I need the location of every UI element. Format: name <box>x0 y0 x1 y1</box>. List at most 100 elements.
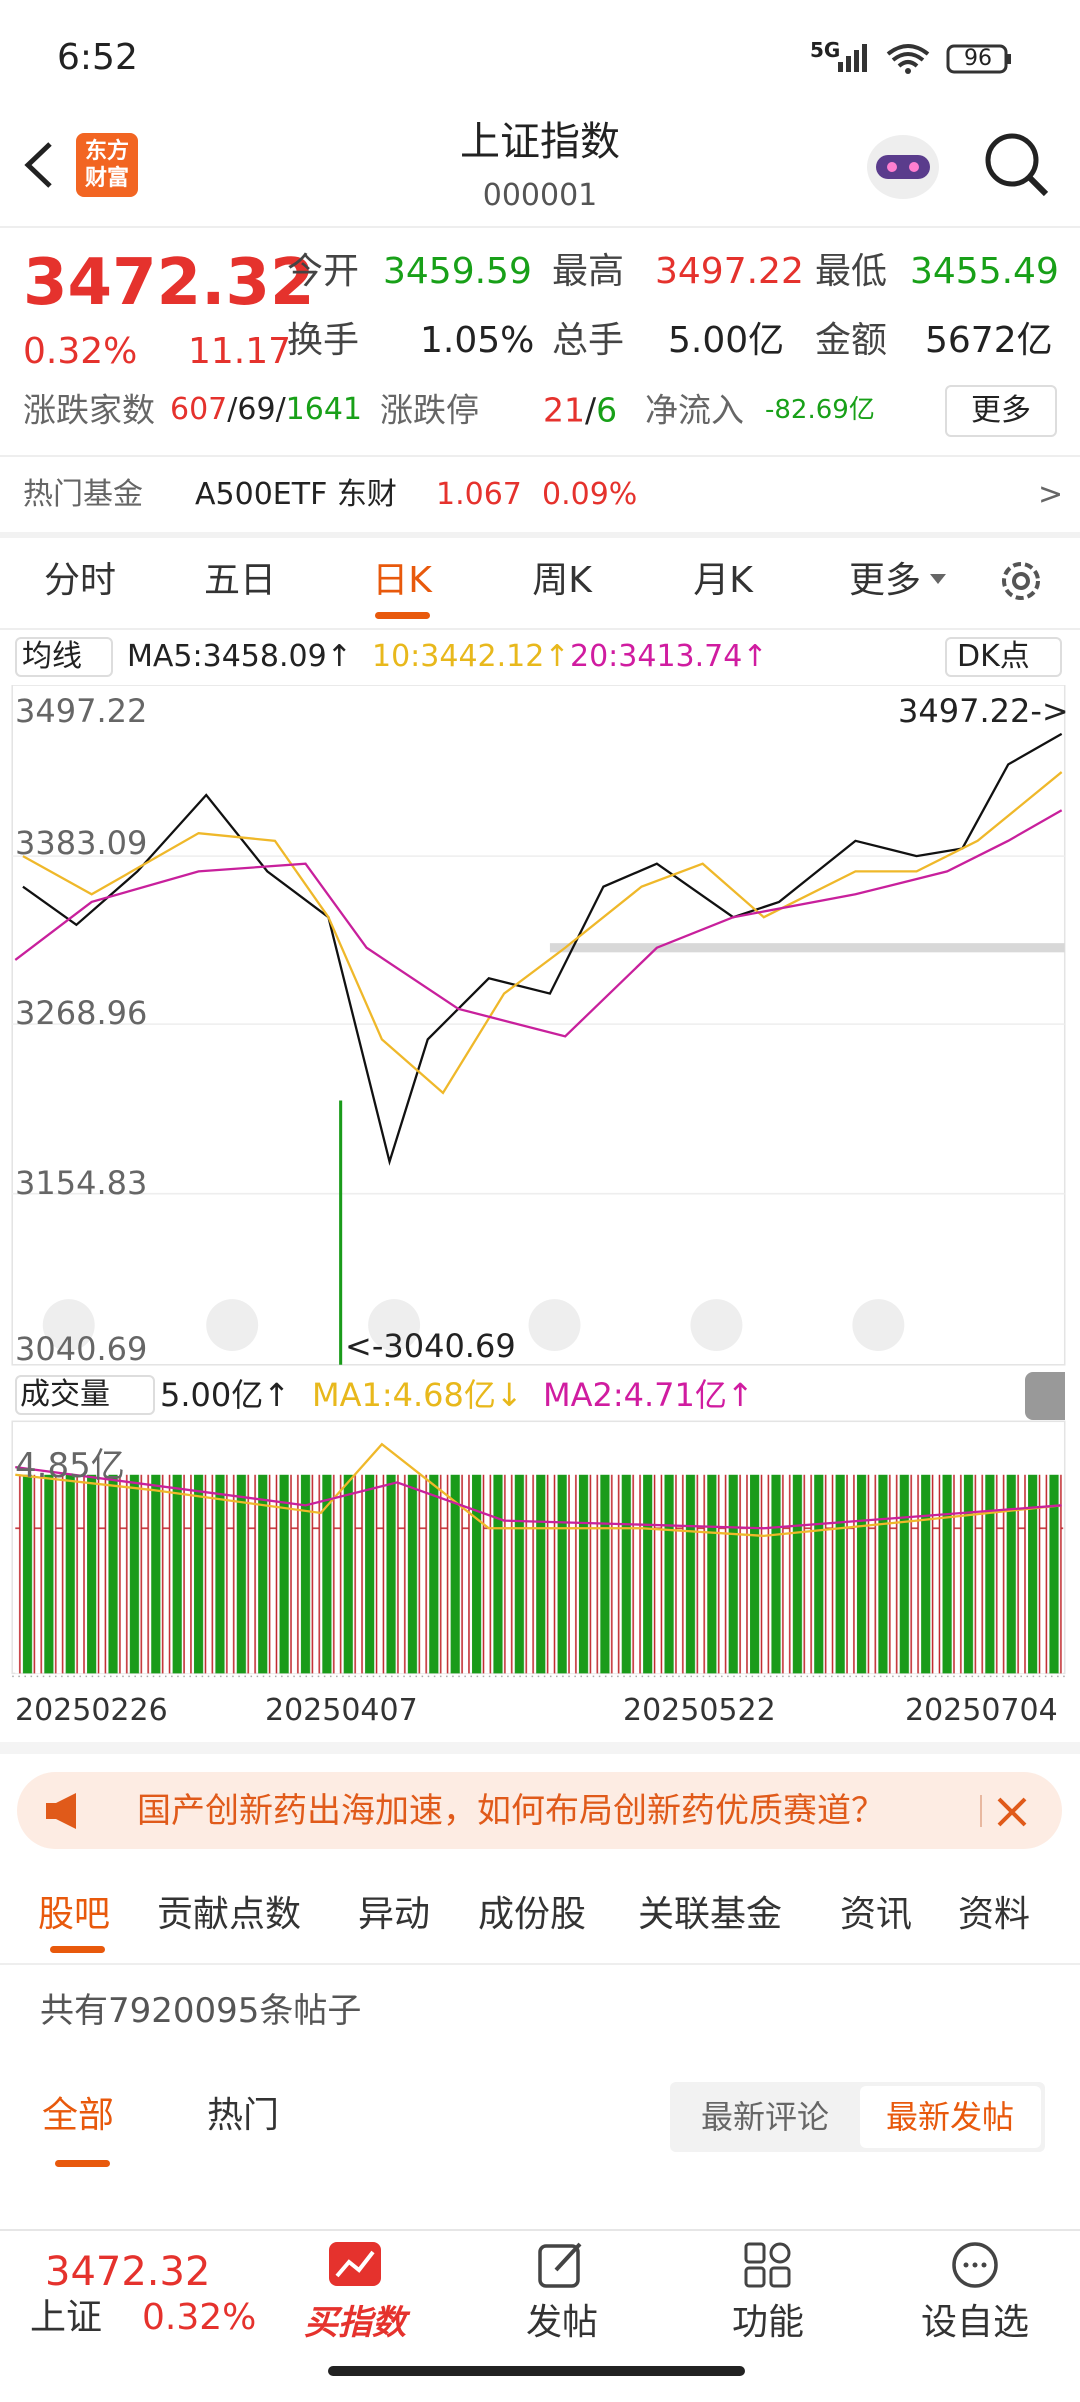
nav-watchlist[interactable]: 设自选 <box>920 2302 1030 2343</box>
watchlist-icon[interactable] <box>949 2240 1001 2290</box>
info-tab[interactable]: 贡献点数 <box>157 1894 302 1935</box>
ma-selector[interactable] <box>15 637 113 677</box>
limit-label: 涨跌停 <box>380 390 479 430</box>
info-tab[interactable]: 异动 <box>358 1894 431 1935</box>
ma-selector-label[interactable]: 均线 <box>22 639 82 674</box>
breadth-label: 涨跌家数 <box>23 390 155 430</box>
field-label: 最低 <box>815 251 888 292</box>
price: 3472.32 <box>23 246 315 320</box>
separator: / <box>227 392 238 427</box>
field-value: 3459.59 <box>383 251 532 292</box>
filter-tab-active[interactable]: 全部 <box>42 2095 115 2136</box>
hot-fund-label: 热门基金 <box>23 477 143 512</box>
separator: / <box>585 390 597 430</box>
dropdown-icon <box>930 574 946 584</box>
up-count: 607 <box>170 392 228 427</box>
status-icons <box>838 44 1011 74</box>
nav-post[interactable]: 发帖 <box>525 2302 599 2343</box>
info-tab[interactable]: 资料 <box>958 1894 1031 1935</box>
price-axis-label: 3497.22 <box>15 692 148 730</box>
change: 11.17 <box>188 331 292 372</box>
indicator-button[interactable] <box>945 637 1062 677</box>
back-button[interactable] <box>20 140 60 190</box>
netflow: -82.69亿 <box>765 395 875 425</box>
info-tab[interactable]: 成份股 <box>478 1894 587 1935</box>
price-axis-label: 3383.09 <box>15 824 148 862</box>
info-tab-active[interactable]: 股吧 <box>38 1894 111 1935</box>
assistant-icon[interactable] <box>858 125 948 205</box>
period-tab[interactable]: 更多 <box>848 560 922 601</box>
code: 000001 <box>482 178 598 213</box>
price-axis-label: 3154.83 <box>15 1164 148 1202</box>
sort-tab-active[interactable]: 最新发帖 <box>885 2098 1015 2136</box>
period-tab[interactable]: 五日 <box>203 560 277 601</box>
close-banner[interactable] <box>996 1796 1028 1828</box>
battery: 96 <box>964 46 992 71</box>
bottom-price: 3472.32 <box>45 2249 211 2295</box>
limit-down: 6 <box>596 390 618 430</box>
filter-tab[interactable]: 热门 <box>207 2095 280 2136</box>
breadth: 607/69/1641 <box>170 395 362 425</box>
period-tab[interactable]: 分时 <box>43 560 117 601</box>
hot-fund-name[interactable]: A500ETF 东财 <box>195 477 397 512</box>
volume-axis-label: 4.85亿 <box>15 1446 125 1486</box>
page-title: 上证指数 <box>460 119 620 165</box>
volume-selector[interactable] <box>15 1375 155 1415</box>
volume-selector-label[interactable]: 成交量 <box>20 1377 110 1412</box>
banner-text[interactable]: 国产创新药出海加速，如何布局创新药优质赛道？ <box>137 1791 885 1831</box>
volume-ma2: MA2:4.71亿↑ <box>543 1376 754 1414</box>
field-label: 换手 <box>287 320 360 361</box>
nav-buy[interactable]: 买指数 <box>304 2303 406 2343</box>
function-icon[interactable] <box>742 2240 794 2290</box>
bottom-name: 上证 <box>30 2297 103 2338</box>
field-value: 3497.22 <box>655 251 804 292</box>
ma10: 10:3442.12↑ <box>372 639 570 674</box>
post-icon[interactable] <box>536 2240 588 2290</box>
date-label: 20250226 <box>15 1693 168 1728</box>
date-label: 20250704 <box>905 1693 1058 1728</box>
info-tab[interactable]: 关联基金 <box>638 1894 783 1935</box>
field-label: 金额 <box>815 320 888 361</box>
search-button[interactable] <box>982 130 1052 200</box>
separator: / <box>275 392 286 427</box>
field-value: 5.00亿 <box>668 320 785 361</box>
field-value: 5672亿 <box>925 320 1053 361</box>
date-label: 20250522 <box>623 1693 776 1728</box>
more-button[interactable] <box>945 385 1057 437</box>
ma20: 20:3413.74↑ <box>570 639 768 674</box>
field-value: 1.05% <box>420 320 535 361</box>
nav-function[interactable]: 功能 <box>731 2302 805 2343</box>
price-axis-label: 3268.96 <box>15 994 148 1032</box>
settings-button[interactable] <box>995 555 1047 607</box>
kline-chart <box>11 685 1066 1678</box>
news-banner[interactable] <box>17 1772 1062 1849</box>
buy-icon[interactable] <box>327 2240 383 2290</box>
bottom-change: 0.32% <box>142 2297 257 2338</box>
period-tab[interactable]: 周K <box>532 560 592 601</box>
limit-up: 21 <box>543 390 585 430</box>
time: 6:52 <box>57 37 138 78</box>
period-tab[interactable]: 月K <box>693 560 753 601</box>
period-tab-active[interactable]: 日K <box>372 560 432 601</box>
megaphone-icon <box>46 1793 76 1829</box>
collapse-button[interactable] <box>1025 1372 1065 1420</box>
indicator-label[interactable]: DK点 <box>957 639 1030 674</box>
brand: 东方财富 <box>84 139 129 191</box>
hot-fund-arrow[interactable]: > <box>1038 477 1064 512</box>
netflow-label: 净流入 <box>645 390 744 430</box>
field-label: 今开 <box>287 251 360 292</box>
high-marker: 3497.22-> <box>898 692 1069 730</box>
low-marker: <-3040.69 <box>345 1327 516 1365</box>
change-pct: 0.32% <box>23 331 138 372</box>
home-indicator <box>328 2366 745 2376</box>
brand-logo <box>76 133 138 197</box>
hot-fund-price: 1.067 <box>436 477 522 512</box>
volume-ma1: MA1:4.68亿↓ <box>312 1376 523 1414</box>
sort-tab[interactable]: 最新评论 <box>700 2098 830 2136</box>
field-label: 总手 <box>552 320 625 361</box>
post-count: 共有7920095条帖子 <box>40 1991 362 2031</box>
more-label[interactable]: 更多 <box>971 393 1031 428</box>
info-tab[interactable]: 资讯 <box>840 1894 913 1935</box>
hot-fund-change: 0.09% <box>542 477 638 512</box>
